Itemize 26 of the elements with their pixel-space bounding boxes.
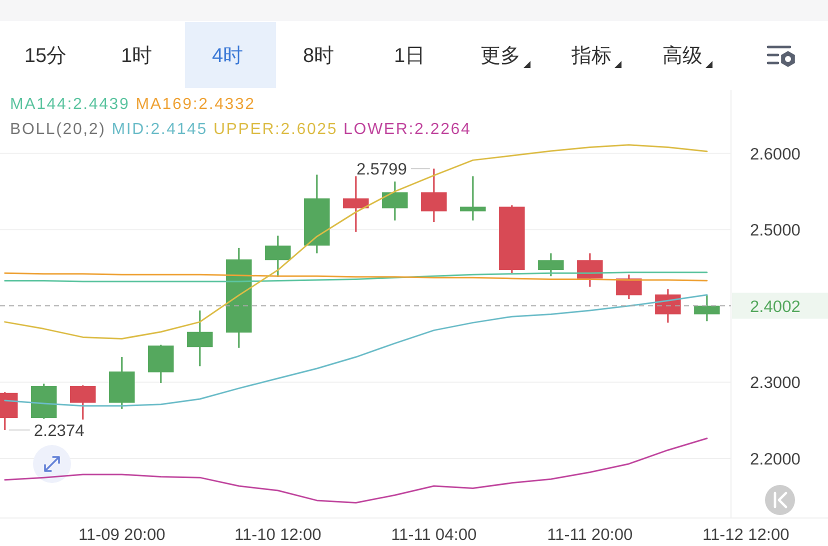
annotation: 2.5799 (356, 160, 407, 179)
x-tick-label: 11-09 20:00 (78, 526, 166, 544)
x-tick-label: 11-11 20:00 (547, 526, 633, 544)
text: UPPER:2.6025 (213, 121, 338, 138)
y-tick-label: 2.2000 (750, 450, 800, 468)
text: MA144:2.4439 (10, 96, 130, 113)
text: 高级 (662, 44, 702, 67)
text: 1时 (120, 45, 152, 67)
text: 更多 (480, 45, 520, 67)
x-tick-label: 11-11 04:00 (391, 526, 477, 544)
text: LOWER:2.2264 (344, 121, 472, 138)
x-tick-label: 11-10 12:00 (234, 526, 322, 544)
annotation: 2.2374 (34, 422, 84, 440)
text: 4时 (212, 45, 244, 67)
y-tick-label: 2.5000 (750, 222, 800, 240)
ref-line-label: 2.4002 (750, 298, 800, 316)
text: 指标 (570, 45, 612, 67)
x-tick-label: 11-12 12:00 (702, 526, 790, 544)
text: 15分 (24, 45, 67, 67)
text: MID:2.4145 (112, 121, 208, 138)
text: 8时 (302, 45, 334, 67)
text: 1日 (394, 45, 426, 67)
text: MA169:2.4332 (136, 96, 256, 113)
legend-title: BOLL(20,2) (10, 121, 106, 138)
y-tick-label: 2.3000 (750, 374, 800, 392)
y-tick-label: 2.6000 (750, 145, 800, 164)
